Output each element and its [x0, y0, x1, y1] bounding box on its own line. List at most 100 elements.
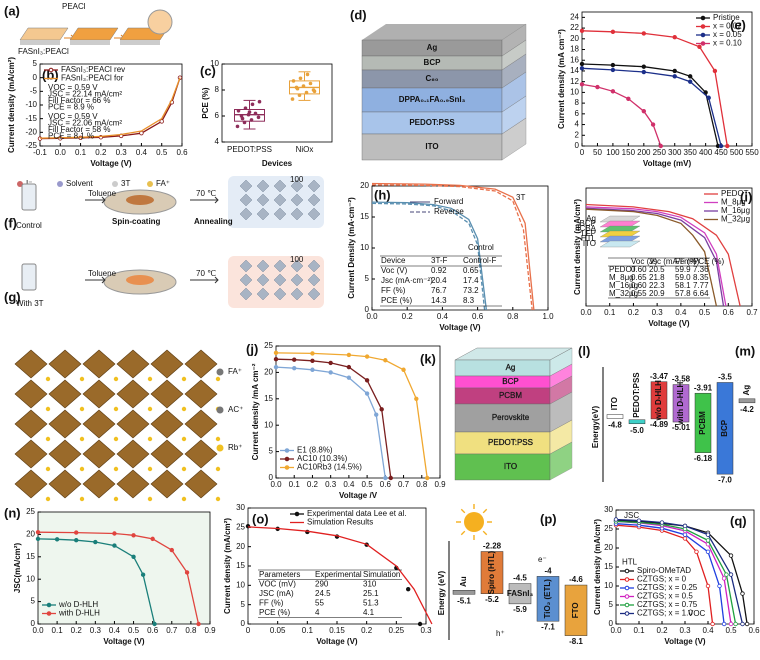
data-point — [728, 553, 734, 558]
x-tick-label: 0.1 — [604, 308, 616, 317]
y-tick-label: 20 — [604, 543, 613, 552]
curve — [275, 352, 428, 479]
data-point — [305, 72, 310, 77]
data-point — [152, 621, 157, 627]
data-point — [242, 120, 247, 125]
x-tick-label: 0.4 — [343, 480, 355, 489]
table-cell: 8.35 — [693, 273, 709, 282]
layer-name: PEDOT:PSS — [488, 438, 533, 447]
layer — [361, 133, 503, 161]
data-point — [301, 84, 306, 88]
octahedron — [184, 379, 218, 409]
data-point — [35, 536, 41, 542]
y-axis-label: Energy(eV) — [591, 406, 600, 449]
x-axis-label: Voltage (mV) — [643, 159, 692, 168]
octahedron — [14, 409, 48, 439]
octahedron — [290, 273, 304, 287]
octahedron — [239, 193, 253, 207]
data-point — [710, 621, 715, 627]
annotation: Annealing — [194, 217, 233, 226]
octahedron — [239, 179, 253, 193]
data-point — [682, 523, 688, 529]
y-tick-label: 5 — [31, 597, 36, 606]
energy-value: -4.89 — [650, 420, 669, 429]
legend-label: Pristine — [713, 13, 740, 22]
data-point — [310, 367, 315, 372]
octahedron — [307, 179, 321, 193]
x-tick-label: 0.4 — [675, 308, 687, 317]
legend-marker — [294, 511, 300, 517]
film — [126, 195, 154, 205]
octahedron — [273, 287, 287, 301]
curve — [585, 206, 727, 307]
energy-value: -5.2 — [485, 595, 499, 604]
energy-value: -4.6 — [569, 575, 583, 584]
y-tick-label: 10 — [570, 88, 579, 97]
plot-frame — [247, 507, 427, 625]
y-axis-label: Current Density (mA·cm⁻²) — [347, 197, 356, 299]
y-axis-label: Current density (mA/cm²) — [7, 57, 16, 153]
y-tick-label: 15 — [264, 394, 273, 403]
x-tick-label: 250 — [653, 148, 667, 157]
octahedron — [256, 259, 270, 273]
legend-label: Forward — [434, 197, 463, 206]
y-tick-label: 15 — [604, 562, 613, 571]
panel-label: (n) — [4, 505, 21, 520]
legend-marker — [700, 24, 706, 29]
data-point — [658, 143, 664, 149]
data-point — [705, 538, 711, 543]
data-point — [728, 572, 734, 577]
data-point — [184, 570, 190, 575]
octahedron — [290, 287, 304, 301]
octahedron — [82, 439, 116, 469]
data-point — [641, 31, 647, 36]
y-tick-label: 5 — [269, 447, 274, 456]
legend-label: Spiro-OMeTAD — [637, 566, 691, 575]
energy-band — [480, 551, 504, 594]
x-axis-label: Voltage (V) — [439, 323, 481, 332]
octahedron — [239, 207, 253, 221]
y-tick-label: 8 — [575, 98, 580, 107]
x-axis-label: Voltage /V — [339, 491, 378, 500]
curve — [371, 201, 488, 311]
table-cell: Jsc (mA/cm²) — [649, 257, 696, 266]
data-point — [140, 572, 146, 577]
data-point — [291, 79, 296, 83]
layer-name: Ag — [506, 363, 516, 372]
y-tick-label: 5 — [241, 600, 246, 609]
data-point — [383, 358, 388, 363]
cation — [79, 496, 85, 502]
data-point — [725, 143, 730, 149]
y-tick-label: 10 — [236, 580, 245, 589]
data-point — [131, 554, 136, 559]
data-point — [292, 365, 297, 371]
octahedron — [273, 179, 287, 193]
data-point — [93, 539, 98, 545]
y-tick-label: -25 — [25, 141, 37, 150]
table-cell: 24.5 — [315, 589, 331, 598]
curve — [275, 358, 392, 479]
data-point — [579, 61, 585, 67]
annotation: 3T — [121, 179, 130, 188]
cation — [181, 496, 187, 502]
layer-name: Ag — [742, 385, 751, 396]
sun-ray — [482, 508, 488, 514]
layer-name: PCBM — [499, 391, 522, 400]
annotation: e⁻ — [538, 555, 547, 564]
legend-marker — [624, 577, 630, 582]
curve — [37, 538, 156, 625]
energy-band — [564, 584, 588, 636]
layer-name: ITO — [425, 142, 438, 151]
data-point — [54, 537, 60, 542]
annotation: Fill Factor = 58 % — [48, 125, 110, 134]
legend-label: FASnI₃:PEACl for — [61, 74, 124, 83]
cation — [147, 496, 153, 502]
x-tick-label: 0.4 — [109, 626, 121, 635]
data-point — [310, 358, 315, 363]
x-tick-label: 0 — [580, 148, 585, 157]
data-point — [273, 357, 279, 362]
cation — [79, 466, 85, 472]
octahedron — [14, 439, 48, 469]
table-cell: 73.2 — [463, 286, 479, 295]
